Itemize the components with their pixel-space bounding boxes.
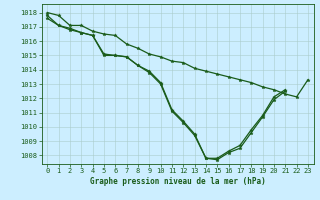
X-axis label: Graphe pression niveau de la mer (hPa): Graphe pression niveau de la mer (hPa) [90, 177, 266, 186]
